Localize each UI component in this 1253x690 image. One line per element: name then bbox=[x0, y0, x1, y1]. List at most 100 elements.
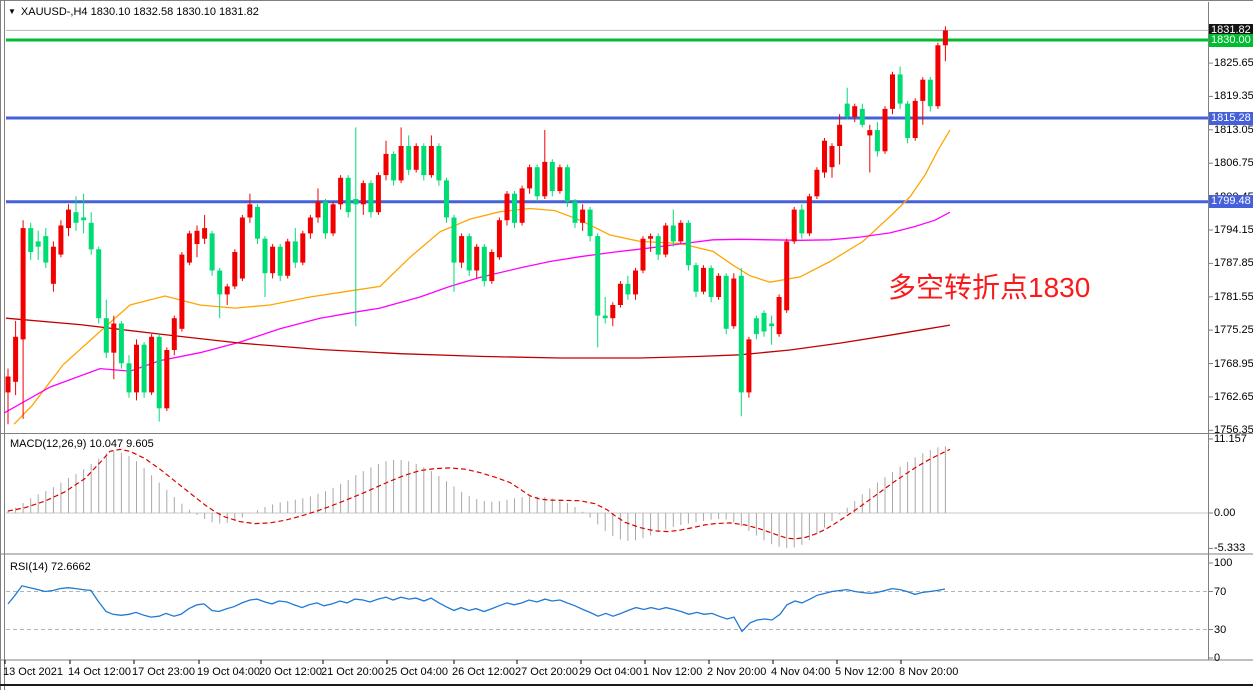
candle-body bbox=[874, 130, 880, 152]
candle-body bbox=[20, 228, 26, 340]
candle-body bbox=[300, 233, 306, 263]
candle-body bbox=[66, 209, 71, 229]
rsi-indicator-label: RSI(14) 72.6662 bbox=[10, 561, 91, 573]
candle-body bbox=[179, 254, 185, 329]
candle-body bbox=[882, 108, 888, 152]
window-bottom-border bbox=[0, 684, 1253, 686]
candle-body bbox=[580, 209, 586, 223]
candle-body bbox=[466, 236, 472, 271]
candle-body bbox=[587, 209, 593, 237]
candle-body bbox=[761, 312, 767, 332]
candle-body bbox=[610, 305, 616, 319]
rsi-tick-label: 100 bbox=[1214, 557, 1233, 569]
chart-annotation-text: 多空转折点1830 bbox=[888, 272, 1091, 303]
candle-body bbox=[942, 30, 948, 46]
candle-body bbox=[375, 175, 381, 213]
candle-body bbox=[481, 246, 487, 282]
price-badge-1830.00[interactable]: 1830.00 bbox=[1209, 33, 1253, 47]
candle-body bbox=[716, 275, 722, 297]
candle-body bbox=[96, 249, 102, 319]
candle-body bbox=[360, 183, 366, 205]
candle-body bbox=[625, 283, 631, 295]
candle-body bbox=[776, 297, 782, 335]
candle-body bbox=[784, 241, 790, 311]
candle-body bbox=[564, 167, 570, 202]
chart-title-bar[interactable]: ▼ XAUUSD-,H4 1830.10 1832.58 1830.10 1831… bbox=[8, 6, 259, 18]
candle-body bbox=[927, 79, 933, 107]
candle-body bbox=[572, 201, 578, 223]
candle-body bbox=[156, 336, 162, 409]
candle-body bbox=[474, 246, 480, 271]
candle-body bbox=[723, 275, 729, 329]
candle-body bbox=[345, 177, 351, 213]
candle-body bbox=[670, 225, 676, 242]
chevron-down-icon[interactable]: ▼ bbox=[8, 7, 16, 16]
candle-body bbox=[912, 100, 918, 138]
price-badge-1799.48[interactable]: 1799.48 bbox=[1209, 195, 1253, 209]
candle-body bbox=[648, 236, 654, 239]
candle-body bbox=[890, 74, 895, 109]
price-tick-label: 1756.35 bbox=[1214, 424, 1253, 437]
candle-body bbox=[247, 204, 253, 218]
candle-body bbox=[451, 217, 457, 263]
candle-body bbox=[421, 146, 427, 176]
time-axis-label: 19 Oct 04:00 bbox=[197, 666, 260, 678]
candle-body bbox=[186, 233, 192, 263]
candle-body bbox=[602, 315, 608, 319]
macd-tick-label: 0.00 bbox=[1214, 507, 1236, 519]
candle-body bbox=[852, 106, 858, 117]
candle-body bbox=[58, 225, 64, 255]
candle-body bbox=[43, 236, 49, 263]
price-tick-label: 1768.95 bbox=[1214, 357, 1253, 370]
candle-body bbox=[262, 238, 268, 274]
candle-body bbox=[859, 108, 865, 125]
candle-body bbox=[81, 217, 87, 221]
candle-body bbox=[708, 267, 714, 297]
candle-body bbox=[315, 201, 321, 218]
price-tick-label: 1794.15 bbox=[1214, 224, 1253, 236]
candle-body bbox=[829, 146, 835, 168]
price-tick-label: 1806.75 bbox=[1214, 157, 1253, 170]
candle-body bbox=[663, 225, 669, 255]
candle-body bbox=[149, 336, 155, 393]
candle-body bbox=[353, 199, 359, 205]
candle-body bbox=[753, 318, 759, 335]
time-axis-label: 27 Oct 20:00 bbox=[515, 666, 578, 678]
candle-body bbox=[678, 222, 684, 242]
price-badge-1815.28[interactable]: 1815.28 bbox=[1209, 111, 1253, 125]
candle-body bbox=[88, 222, 94, 250]
candle-body bbox=[519, 188, 525, 223]
candle-body bbox=[837, 124, 843, 146]
candle-body bbox=[822, 140, 827, 173]
ma-darkred bbox=[5, 317, 951, 359]
candle-body bbox=[255, 206, 260, 239]
candle-body bbox=[512, 193, 517, 223]
candle-body bbox=[338, 177, 344, 205]
candle-body bbox=[935, 45, 941, 107]
candle-body bbox=[701, 267, 706, 292]
candle-body bbox=[905, 103, 911, 138]
time-axis-label: 14 Oct 12:00 bbox=[68, 666, 131, 678]
candle-body bbox=[398, 146, 404, 181]
candle-body bbox=[791, 209, 797, 242]
candle-body bbox=[50, 246, 56, 284]
candle-body bbox=[685, 222, 691, 266]
candle-body bbox=[134, 344, 139, 393]
candle-body bbox=[209, 233, 215, 271]
candle-body bbox=[13, 336, 19, 382]
time-axis-label: 1 Nov 12:00 bbox=[643, 666, 703, 678]
candle-body bbox=[232, 252, 238, 287]
candle-body bbox=[141, 344, 147, 393]
candle-body bbox=[28, 228, 34, 252]
candle-body bbox=[746, 339, 752, 393]
candle-body bbox=[655, 236, 661, 255]
candle-body bbox=[897, 74, 903, 104]
candle-body bbox=[224, 286, 230, 295]
candle-body bbox=[693, 265, 699, 292]
candle-body bbox=[444, 180, 449, 218]
macd-tick-label: -5.333 bbox=[1214, 542, 1246, 555]
candle-body bbox=[633, 270, 638, 295]
candle-body bbox=[617, 283, 623, 305]
